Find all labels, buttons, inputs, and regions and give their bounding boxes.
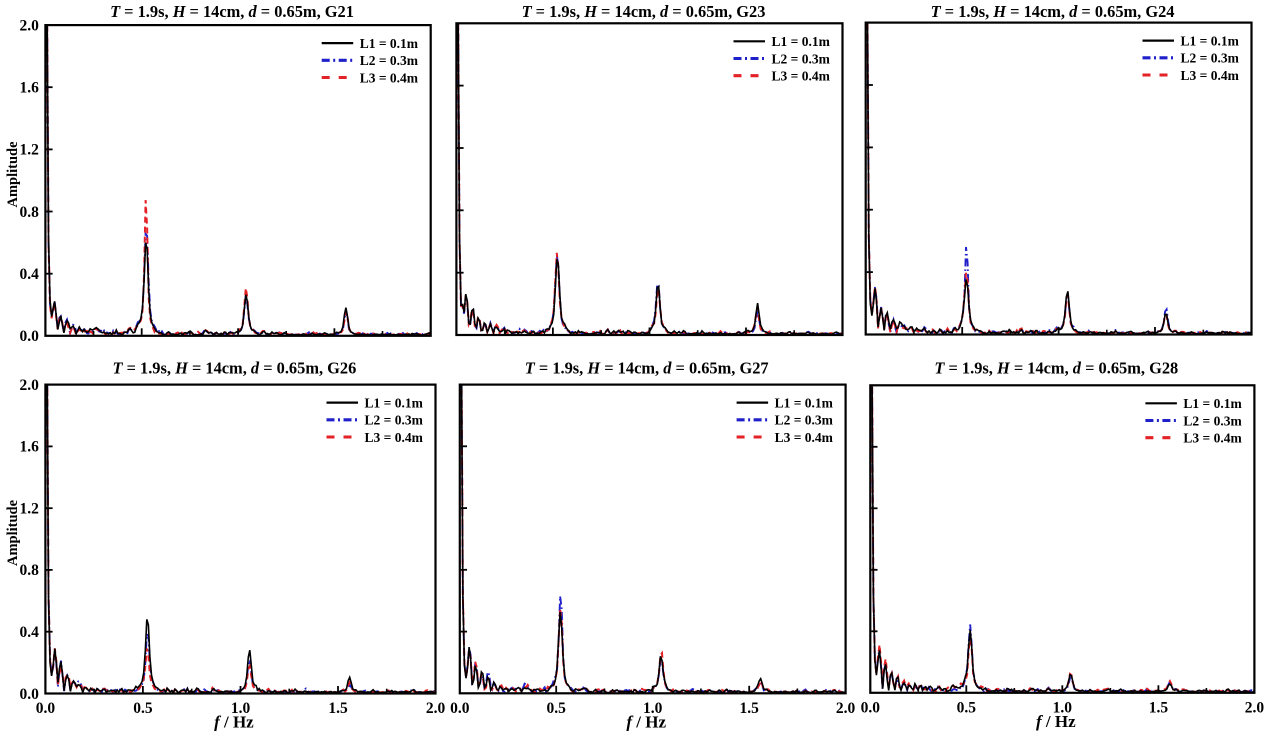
svg-text:f / Hz: f / Hz [626, 713, 666, 732]
svg-text:L1 = 0.1m: L1 = 0.1m [360, 36, 419, 51]
svg-text:L2 = 0.3m: L2 = 0.3m [772, 51, 831, 66]
svg-text:L2 = 0.3m: L2 = 0.3m [1181, 51, 1240, 66]
svg-text:L1 = 0.1m: L1 = 0.1m [772, 34, 831, 49]
svg-text:T = 1.9s, H = 14cm, d = 0.65m,: T = 1.9s, H = 14cm, d = 0.65m, G21 [110, 2, 354, 21]
svg-text:L3 = 0.4m: L3 = 0.4m [772, 69, 831, 84]
svg-text:2.0: 2.0 [836, 700, 856, 717]
svg-text:T = 1.9s, H = 14cm, d = 0.65m,: T = 1.9s, H = 14cm, d = 0.65m, G24 [931, 2, 1175, 21]
svg-text:1.6: 1.6 [20, 439, 40, 456]
svg-text:0.0: 0.0 [20, 686, 40, 703]
svg-text:0.0: 0.0 [36, 700, 56, 717]
svg-text:L3 = 0.4m: L3 = 0.4m [1183, 431, 1242, 446]
svg-text:0.5: 0.5 [547, 700, 567, 717]
svg-text:0.5: 0.5 [133, 700, 153, 717]
svg-text:1.2: 1.2 [20, 501, 40, 518]
svg-text:2.0: 2.0 [20, 377, 40, 394]
svg-text:1.0: 1.0 [1053, 699, 1073, 716]
svg-text:0.0: 0.0 [450, 700, 470, 717]
svg-text:2.0: 2.0 [426, 700, 446, 717]
svg-text:L2 = 0.3m: L2 = 0.3m [775, 413, 834, 428]
svg-text:f / Hz: f / Hz [214, 713, 254, 732]
svg-text:1.5: 1.5 [740, 700, 760, 717]
svg-text:L3 = 0.4m: L3 = 0.4m [360, 70, 419, 85]
svg-text:L3 = 0.4m: L3 = 0.4m [775, 430, 834, 445]
svg-text:L1 = 0.1m: L1 = 0.1m [1181, 33, 1240, 48]
svg-text:1.5: 1.5 [1149, 699, 1169, 716]
svg-text:L1 = 0.1m: L1 = 0.1m [775, 395, 834, 410]
svg-text:L2 = 0.3m: L2 = 0.3m [365, 413, 424, 428]
svg-text:T = 1.9s, H = 14cm, d = 0.65m,: T = 1.9s, H = 14cm, d = 0.65m, G23 [522, 2, 766, 21]
svg-text:1.0: 1.0 [643, 700, 663, 717]
svg-text:T = 1.9s, H = 14cm, d = 0.65m,: T = 1.9s, H = 14cm, d = 0.65m, G28 [934, 358, 1178, 377]
svg-text:1.2: 1.2 [20, 142, 40, 159]
svg-text:L3 = 0.4m: L3 = 0.4m [365, 430, 424, 445]
svg-text:T = 1.9s, H = 14cm, d = 0.65m,: T = 1.9s, H = 14cm, d = 0.65m, G26 [112, 358, 356, 377]
svg-text:Amplitude: Amplitude [5, 141, 21, 208]
svg-text:Amplitude: Amplitude [5, 499, 21, 566]
svg-text:0.4: 0.4 [20, 266, 40, 283]
svg-text:2.0: 2.0 [20, 17, 40, 34]
svg-text:0.5: 0.5 [957, 699, 977, 716]
svg-text:1.6: 1.6 [20, 80, 40, 97]
svg-text:L2 = 0.3m: L2 = 0.3m [360, 53, 419, 68]
svg-text:T = 1.9s, H = 14cm, d = 0.65m,: T = 1.9s, H = 14cm, d = 0.65m, G27 [525, 358, 769, 377]
svg-text:0.0: 0.0 [20, 328, 40, 345]
svg-text:2.0: 2.0 [1245, 699, 1265, 716]
svg-text:L1 = 0.1m: L1 = 0.1m [365, 395, 424, 410]
svg-text:0.4: 0.4 [20, 624, 40, 641]
svg-text:L3 = 0.4m: L3 = 0.4m [1181, 68, 1240, 83]
svg-text:0.0: 0.0 [861, 699, 881, 716]
svg-text:f / Hz: f / Hz [1036, 712, 1076, 731]
svg-text:1.0: 1.0 [231, 700, 251, 717]
svg-text:L2 = 0.3m: L2 = 0.3m [1183, 413, 1242, 428]
svg-text:0.8: 0.8 [20, 562, 40, 579]
svg-text:1.5: 1.5 [328, 700, 348, 717]
svg-text:L1 = 0.1m: L1 = 0.1m [1183, 396, 1242, 411]
svg-text:0.8: 0.8 [20, 204, 40, 221]
